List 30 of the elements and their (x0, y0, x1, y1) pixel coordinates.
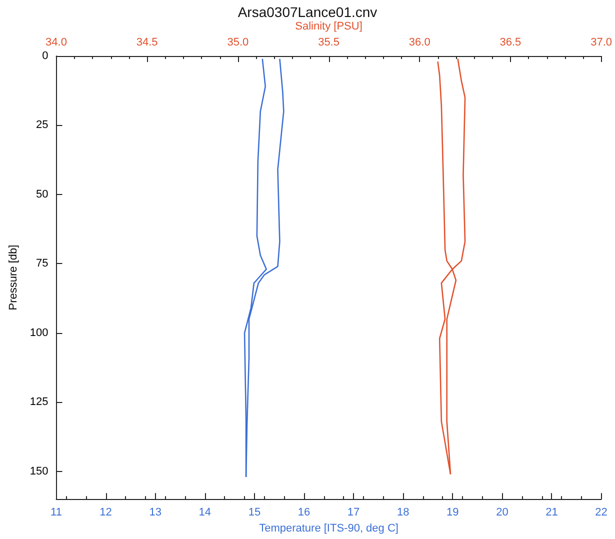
chart-title: Arsa0307Lance01.cnv (238, 4, 378, 20)
x2-tick-label: 36.0 (408, 36, 430, 48)
y-tick-label: 100 (30, 326, 48, 339)
y-tick-label: 75 (36, 258, 48, 270)
x2-tick-label: 34.5 (136, 36, 158, 48)
y-tick-label: 25 (36, 119, 48, 132)
x-tick-label: 22 (595, 506, 608, 519)
x2-axis-title: Salinity [PSU] (295, 20, 362, 33)
x-tick-label: 20 (496, 506, 508, 519)
x-tick-label: 18 (396, 506, 410, 519)
y-tick-label: 50 (36, 188, 48, 200)
y-tick-label: 0 (42, 50, 48, 62)
y-axis-title: Pressure [db] (8, 244, 20, 310)
x-tick-label: 21 (546, 506, 558, 519)
x-tick-label: 12 (100, 506, 112, 519)
x-axis-title: Temperature [ITS-90, deg C] (259, 522, 398, 534)
x2-tick-label: 35.0 (227, 36, 249, 48)
x-tick-label: 15 (248, 506, 261, 519)
x-tick-label: 16 (298, 506, 310, 519)
x-tick-label: 13 (149, 506, 162, 519)
x2-tick-label: 35.5 (318, 36, 340, 48)
x2-tick-label: 36.5 (500, 36, 522, 48)
x2-tick-label: 34.0 (46, 36, 67, 48)
x-tick-label: 17 (347, 506, 360, 519)
y-tick-label: 125 (30, 396, 48, 408)
x-tick-label: 14 (198, 506, 212, 519)
x-tick-label: 11 (50, 506, 62, 519)
x2-tick-label: 37.0 (590, 36, 612, 48)
y-tick-label: 150 (30, 465, 48, 478)
x-tick-label: 19 (446, 506, 459, 519)
